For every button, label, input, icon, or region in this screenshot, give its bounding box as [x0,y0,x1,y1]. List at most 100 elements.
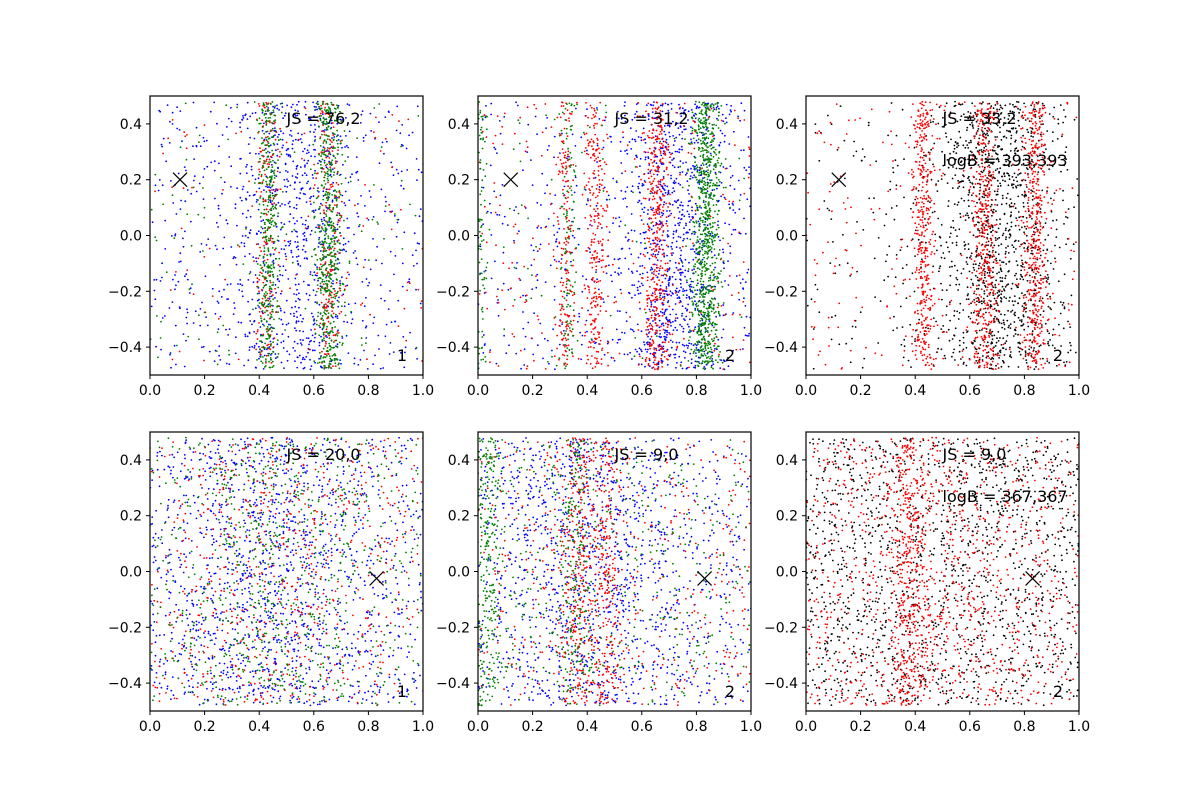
data-point [241,118,243,121]
data-point [689,283,692,286]
data-point [403,366,406,369]
data-point [229,283,232,285]
data-point [331,269,334,272]
data-point [519,296,522,299]
data-point [256,330,259,333]
data-point [587,285,589,287]
data-point [606,133,608,136]
data-point [325,213,327,216]
data-point [692,329,694,332]
data-point [606,204,608,207]
data-point [186,308,189,311]
data-point [694,202,697,205]
data-point [686,347,689,349]
data-point [267,299,270,302]
data-point [325,342,327,345]
data-point [587,198,589,200]
data-point [648,308,651,311]
data-point [613,301,616,304]
data-point [270,358,273,361]
data-point [748,155,751,157]
data-point [298,330,301,332]
data-point [267,145,270,147]
data-point [657,167,659,170]
data-point [235,263,238,266]
data-point [663,130,666,133]
data-point [264,347,266,349]
data-point [646,343,649,346]
data-point [677,269,680,271]
data-point [589,302,592,305]
data-point [497,301,500,304]
data-point [615,300,617,303]
data-point [240,321,243,324]
data-point [662,345,665,348]
data-point [281,106,284,108]
data-point [366,368,369,370]
data-point [720,181,723,184]
data-point [260,231,262,234]
data-point [320,170,323,173]
data-point [171,123,174,125]
data-point [561,295,564,298]
data-point [565,244,567,246]
data-point [184,135,187,138]
data-point [270,213,272,216]
data-point [662,152,665,155]
data-point [639,307,641,310]
data-point [628,292,631,295]
data-point [400,179,403,182]
data-point [294,138,297,141]
data-point [530,264,533,267]
data-point [304,250,307,253]
data-point [323,367,326,370]
data-point [325,220,327,223]
data-point [323,224,326,227]
data-point [588,177,591,180]
data-point [232,313,235,315]
x-tick-label: 0.6 [303,383,325,399]
data-point [567,315,570,318]
data-point [295,293,298,296]
data-point [665,318,668,321]
data-point [408,282,411,285]
data-point [644,360,647,363]
data-point [307,159,310,162]
data-point [338,110,341,113]
data-point [660,345,663,348]
data-point [223,236,226,239]
data-point [308,343,310,346]
data-point [337,363,340,366]
data-point [243,245,246,248]
data-point [640,363,643,366]
data-point [651,161,654,164]
data-point [265,320,268,322]
data-point [661,221,663,224]
data-point [281,226,284,229]
data-point [642,231,645,234]
data-point [589,224,591,226]
data-point [347,146,349,149]
data-point [312,323,315,326]
data-point [666,293,668,295]
data-point [249,215,252,218]
data-point [683,227,685,230]
data-point [629,316,631,318]
data-point [738,231,741,234]
data-point [558,170,561,172]
data-point [648,297,651,299]
data-point [494,134,497,137]
data-point [280,361,283,364]
data-point [273,337,276,339]
data-point [216,363,219,366]
data-point [646,302,649,304]
data-point [565,344,568,347]
data-point [329,168,332,171]
data-point [325,134,328,137]
data-point [338,362,340,365]
data-point [668,275,671,278]
data-point [681,107,684,110]
data-point [281,203,283,205]
data-point [738,298,741,301]
data-point [308,284,310,287]
